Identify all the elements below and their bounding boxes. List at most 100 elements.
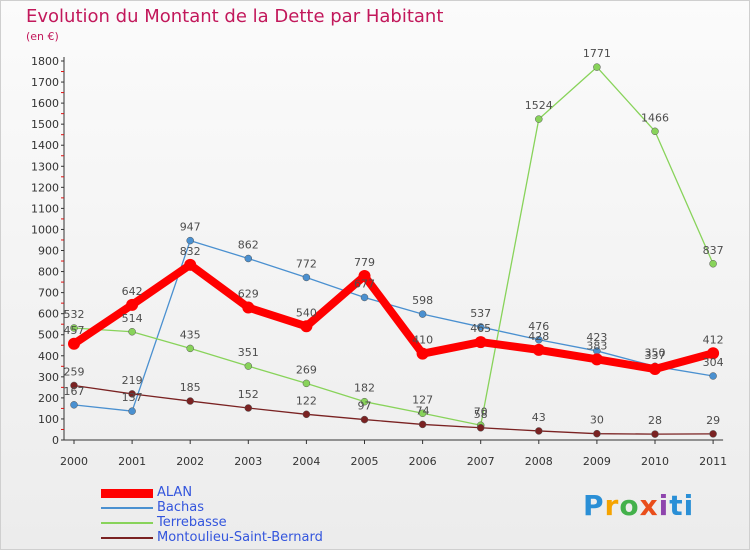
x-tick-label: 2000: [60, 455, 88, 468]
y-tick-label: 100: [38, 413, 59, 426]
data-point: [70, 401, 78, 409]
data-label: 28: [648, 414, 662, 427]
y-tick-label: 800: [38, 266, 59, 279]
data-point: [128, 390, 136, 398]
y-tick-label: 1000: [31, 223, 59, 236]
legend-item: Bachas: [101, 500, 361, 515]
data-label: 351: [238, 346, 259, 359]
data-label: 779: [354, 256, 375, 269]
data-label: 598: [412, 294, 433, 307]
data-label: 74: [416, 404, 430, 417]
data-label: 182: [354, 382, 375, 395]
series-line-3: [73, 384, 714, 435]
data-label: 540: [296, 306, 317, 319]
data-point: [418, 420, 427, 429]
y-tick-label: 300: [38, 371, 59, 384]
data-point: [186, 236, 194, 245]
y-tick-label: 0: [52, 434, 59, 447]
data-point: [186, 397, 194, 405]
y-tick-label: 1300: [31, 160, 59, 173]
data-label: 259: [64, 365, 85, 378]
data-label: 532: [64, 308, 85, 321]
x-tick-label: 2001: [118, 455, 146, 468]
legend-label: Montoulieu-Saint-Bernard: [157, 530, 323, 545]
data-label: 383: [586, 339, 607, 352]
legend: ALAN Bachas Terrebasse Montoulieu-Saint-Ber…: [101, 485, 361, 545]
y-tick-label: 1700: [31, 76, 59, 89]
data-point: [418, 409, 427, 418]
data-point: [128, 407, 136, 415]
x-tick-label: 2003: [234, 455, 262, 468]
data-label: 412: [703, 333, 724, 346]
data-point: [651, 430, 659, 438]
y-tick-label: 1600: [31, 97, 59, 110]
data-point: [244, 254, 253, 263]
data-point: [476, 424, 485, 432]
data-point: [300, 320, 313, 333]
data-point: [593, 63, 601, 71]
data-point: [360, 397, 369, 406]
data-label: 185: [180, 381, 201, 394]
y-tick-label: 600: [38, 308, 59, 321]
data-label: 70: [474, 405, 488, 418]
legend-label: Terrebasse: [157, 515, 227, 530]
data-label: 304: [703, 356, 724, 369]
x-tick-label: 2006: [409, 455, 437, 468]
data-point: [593, 429, 601, 438]
data-point: [68, 337, 80, 350]
series-line-1: [73, 239, 714, 412]
data-label: 832: [180, 245, 201, 258]
legend-item: Montoulieu-Saint-Bernard: [101, 530, 361, 545]
x-tick-label: 2011: [699, 455, 727, 468]
y-tick-label: 1100: [31, 202, 59, 215]
data-label: 350: [645, 346, 666, 359]
y-tick-label: 500: [38, 329, 59, 342]
data-label: 1524: [525, 99, 553, 112]
data-point: [302, 410, 311, 419]
data-point: [709, 372, 717, 380]
data-point: [244, 404, 253, 412]
data-label: 476: [528, 320, 549, 333]
data-point: [128, 328, 136, 336]
data-point: [360, 415, 369, 424]
data-labels: 167 137 947 862 772 677 598 537 476 423 350 304 532 5…: [64, 47, 724, 427]
data-point: [532, 343, 545, 356]
chart-subtitle: (en €): [26, 30, 59, 43]
data-label: 423: [586, 331, 607, 344]
x-tick-label: 2005: [351, 455, 379, 468]
series-points: [68, 63, 720, 438]
chart-axes: 0 100 200 300 400 500 600 700 800 900 1000 1100 1200…: [31, 55, 727, 468]
data-point: [302, 273, 311, 282]
legend-item: ALAN: [101, 485, 361, 500]
data-point: [707, 347, 720, 360]
y-tick-label: 200: [38, 392, 59, 405]
chart-title: Evolution du Montant de la Dette par Hab…: [26, 6, 444, 27]
data-label: 122: [296, 394, 317, 407]
data-label: 58: [474, 408, 488, 421]
data-point: [244, 362, 253, 370]
legend-label: ALAN: [157, 485, 193, 500]
x-tick-label: 2002: [176, 455, 204, 468]
data-label: 30: [590, 414, 604, 427]
data-point: [474, 336, 487, 349]
data-point: [590, 353, 603, 366]
data-point: [709, 430, 717, 438]
series-line-0: [71, 260, 715, 374]
data-label: 629: [238, 288, 259, 301]
legend-label: Bachas: [157, 500, 205, 515]
data-label: 465: [470, 322, 491, 335]
data-label: 537: [470, 307, 491, 320]
data-point: [242, 301, 255, 314]
data-label: 1771: [583, 47, 611, 60]
data-point: [70, 381, 78, 390]
data-label: 457: [64, 324, 85, 337]
data-label: 127: [412, 393, 433, 406]
proxiti-logo: Proxiti: [583, 489, 695, 522]
data-label: 29: [706, 414, 720, 427]
data-label: 137: [122, 391, 143, 404]
x-tick-label: 2008: [525, 455, 553, 468]
data-label: 219: [122, 374, 143, 387]
y-tick-label: 1500: [31, 118, 59, 131]
